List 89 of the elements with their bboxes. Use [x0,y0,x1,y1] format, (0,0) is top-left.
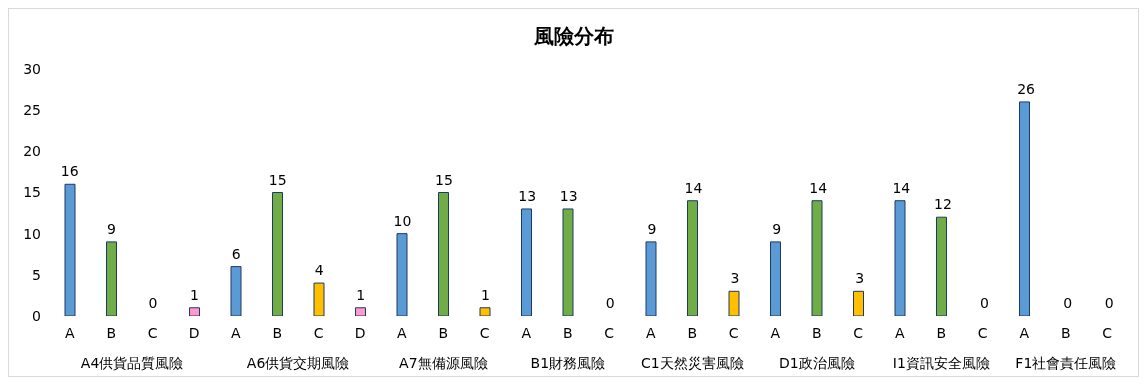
bar [106,241,117,316]
bar [936,216,947,316]
x-tick-label: A [1019,325,1030,341]
data-label: 1 [481,286,491,303]
x-tick-label: C [604,325,615,341]
data-label: 14 [892,179,911,196]
x-tick-label: C [1102,325,1113,341]
chart-title: 風險分布 [532,23,615,50]
data-label: 16 [60,163,79,180]
y-tick-label: 25 [23,102,41,119]
data-label: 0 [980,295,989,311]
text: I1資訊安全風險 [892,355,990,371]
bar [687,200,698,316]
bar [853,290,864,316]
data-label: 10 [393,212,412,229]
text: A4供貨品質風險 [80,355,184,371]
data-label: 14 [684,179,703,196]
x-tick-label: C [853,325,864,341]
bar [438,192,449,316]
x-tick-label: A [396,325,407,341]
y-tick-label: 5 [32,266,41,283]
x-tick-label: D [188,325,200,341]
bar [396,233,408,316]
x-tick-label: B [687,325,698,341]
text: C1天然災害風險 [640,355,744,371]
x-tick-label: B [811,325,822,341]
x-tick-label: C [479,325,490,341]
data-label: 4 [314,262,324,279]
bar [770,241,781,316]
text: B1財務風險 [530,355,606,371]
x-tick-label: A [894,325,905,341]
bar [894,200,906,316]
x-tick-label: A [64,325,75,341]
bar [728,290,740,316]
bar [562,208,574,316]
bar [645,241,657,316]
x-tick-label: C [728,325,739,341]
bar [479,307,491,316]
bar [355,307,366,316]
text: A6供貨交期風險 [246,355,350,371]
data-label: 9 [106,220,116,237]
data-label: 15 [435,171,453,188]
y-tick-label: 15 [23,184,41,201]
data-label: 9 [647,220,657,237]
bar [272,192,283,316]
y-tick-label: 30 [23,60,41,77]
y-tick-label: 20 [23,143,41,160]
bar [1019,101,1030,316]
y-tick-label: 0 [32,307,41,324]
data-label: 12 [933,196,952,213]
bar [313,282,325,316]
x-tick-label: C [313,325,324,341]
data-label: 3 [855,270,865,287]
data-label: 0 [1063,295,1073,311]
x-tick-label: A [230,325,241,341]
data-label: 1 [190,286,199,303]
data-label: 0 [148,295,158,311]
x-tick-label: B [106,325,117,341]
data-label: 14 [809,179,828,196]
bar [64,183,76,316]
y-tick-label: 10 [23,225,41,242]
data-label: 26 [1017,80,1036,97]
data-label: 6 [231,245,241,262]
data-label: 9 [772,220,782,237]
text: F1社會責任風險 [1015,355,1117,371]
x-tick-label: D [354,325,366,341]
x-tick-label: B [936,325,947,341]
x-tick-label: B [562,325,573,341]
data-label: 13 [518,187,537,204]
bar [230,266,242,316]
data-label: 15 [268,171,287,188]
data-label: 0 [1104,295,1114,311]
text: A7無備源風險 [399,355,488,371]
x-tick-label: B [272,325,283,341]
data-label: 3 [730,270,740,287]
x-tick-label: C [147,325,158,341]
x-tick-label: A [645,325,656,341]
bar [811,200,823,316]
data-label: 13 [559,187,578,204]
x-tick-label: A [770,325,781,341]
x-tick-label: B [438,325,449,341]
text: D1政治風險 [778,355,855,371]
data-label: 1 [356,286,366,303]
data-label: 0 [605,295,615,311]
bar [189,307,200,316]
x-tick-label: B [1060,325,1071,341]
x-tick-label: C [977,325,988,341]
bar [521,208,532,316]
x-tick-label: A [521,325,532,341]
